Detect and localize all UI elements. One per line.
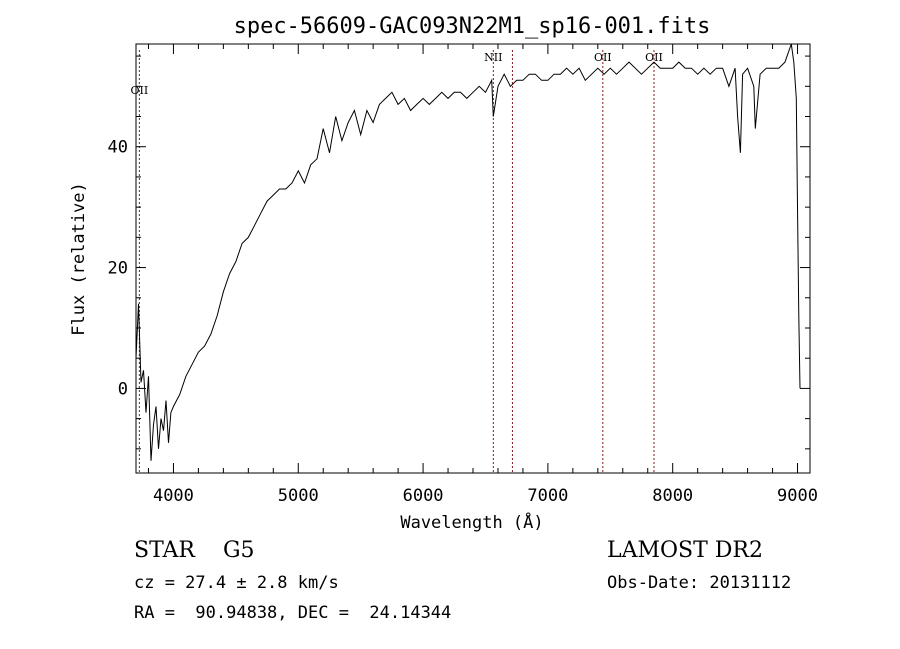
line-marker-layer: OII NII OII OII — [131, 50, 663, 473]
object-class: STAR G5 — [134, 538, 255, 563]
redshift-info: cz = 27.4 ± 2.8 km/s — [134, 573, 339, 593]
y-tick-label: 20 — [108, 259, 128, 279]
observation-date: Obs-Date: 20131112 — [607, 573, 792, 593]
axis-tick-layer: 4000 5000 6000 7000 8000 9000 0 20 40 — [108, 44, 818, 506]
spectrum-series-line — [135, 43, 801, 461]
x-tick-label: 4000 — [153, 486, 194, 506]
emission-line-label: OII — [594, 51, 612, 64]
emission-line-label: NII — [484, 51, 502, 64]
x-axis-label: Wavelength (Å) — [400, 511, 543, 533]
y-tick-label: 40 — [108, 138, 128, 158]
survey-name: LAMOST DR2 — [607, 538, 763, 563]
chart-title: spec-56609-GAC093N22M1_sp16-001.fits — [234, 14, 711, 39]
y-tick-label: 0 — [118, 379, 128, 399]
x-tick-label: 5000 — [278, 486, 319, 506]
x-tick-label: 6000 — [403, 486, 444, 506]
coordinates-info: RA = 90.94838, DEC = 24.14344 — [134, 603, 452, 623]
emission-line-label: OII — [131, 84, 149, 97]
emission-line-label: OII — [645, 51, 663, 64]
x-tick-label: 8000 — [652, 486, 693, 506]
y-axis-label: Flux (relative) — [69, 182, 89, 336]
x-tick-label: 7000 — [527, 486, 568, 506]
x-tick-label: 9000 — [777, 486, 818, 506]
